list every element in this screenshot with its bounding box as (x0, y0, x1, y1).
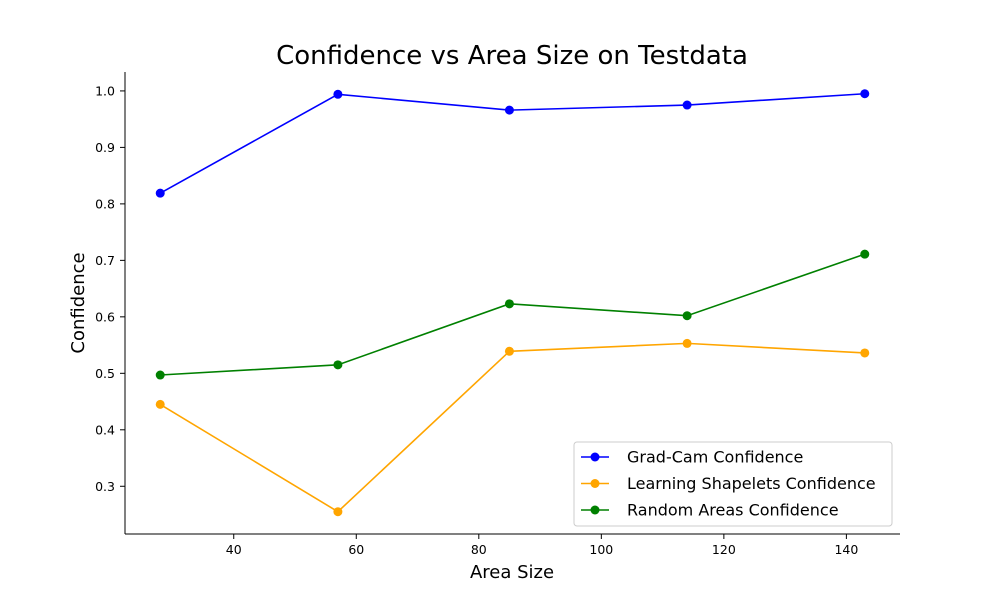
data-point (333, 360, 343, 370)
series-line-2 (160, 253, 866, 376)
x-axis-label: Area Size (470, 562, 554, 583)
y-axis-label: Confidence (68, 252, 89, 353)
x-tick-label: 100 (589, 542, 613, 557)
data-point (682, 338, 692, 348)
legend-box (573, 441, 893, 527)
y-tick-label: 1.0 (95, 83, 115, 98)
legend-swatch-marker (590, 505, 600, 515)
x-ticks: 40 60 80 100 120 140 (226, 534, 858, 557)
data-point (504, 346, 514, 356)
data-point (504, 105, 514, 115)
legend-label: Grad-Cam Confidence (627, 448, 803, 467)
y-tick-label: 0.4 (95, 422, 115, 437)
data-point (155, 370, 165, 380)
x-tick-label: 40 (226, 542, 242, 557)
x-tick-label: 120 (712, 542, 736, 557)
data-point (860, 249, 870, 259)
y-tick-label: 0.9 (95, 140, 115, 155)
legend: Grad-Cam Confidence Learning Shapelets Co… (573, 441, 893, 527)
data-point (504, 299, 514, 309)
y-tick-label: 0.7 (95, 253, 115, 268)
y-ticks: 0.3 0.4 0.5 0.6 0.7 0.8 0.9 1.0 (95, 83, 125, 494)
data-point (860, 89, 870, 99)
x-tick-label: 80 (471, 542, 487, 557)
data-point (682, 311, 692, 321)
series-layer (155, 89, 870, 517)
y-tick-label: 0.3 (95, 479, 115, 494)
legend-label: Learning Shapelets Confidence (627, 474, 876, 493)
data-point (682, 100, 692, 110)
data-point (333, 89, 343, 99)
data-point (155, 399, 165, 409)
legend-swatch-marker (590, 479, 600, 488)
data-point (155, 188, 165, 198)
x-tick-label: 60 (348, 542, 364, 557)
legend-label: Random Areas Confidence (627, 501, 839, 520)
axes (124, 72, 900, 535)
y-tick-label: 0.5 (95, 366, 115, 381)
y-tick-label: 0.8 (95, 196, 115, 211)
legend-swatch-marker (590, 452, 600, 462)
chart-title: Confidence vs Area Size on Testdata (276, 41, 748, 71)
data-point (333, 507, 343, 517)
x-tick-label: 140 (834, 542, 858, 557)
data-point (860, 348, 870, 358)
y-tick-label: 0.6 (95, 309, 115, 324)
